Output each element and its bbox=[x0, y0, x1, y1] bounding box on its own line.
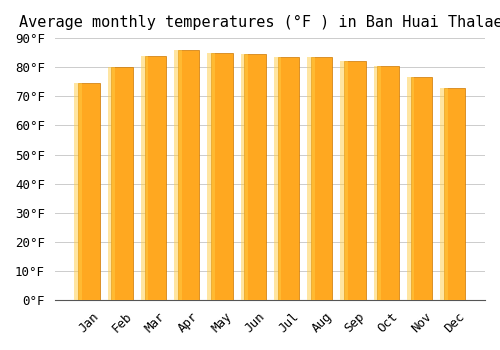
Bar bbox=[274, 57, 281, 300]
Bar bbox=[340, 61, 348, 300]
Bar bbox=[374, 66, 381, 300]
Bar bbox=[144, 56, 166, 300]
Bar bbox=[141, 56, 148, 300]
Bar bbox=[78, 83, 100, 300]
Bar bbox=[311, 57, 332, 300]
Bar bbox=[440, 88, 448, 300]
Bar bbox=[174, 50, 182, 300]
Bar bbox=[344, 61, 366, 300]
Bar bbox=[407, 77, 414, 300]
Bar bbox=[108, 67, 115, 300]
Bar bbox=[410, 77, 432, 300]
Bar bbox=[278, 57, 299, 300]
Bar bbox=[307, 57, 314, 300]
Bar bbox=[244, 54, 266, 300]
Bar bbox=[208, 53, 215, 300]
Bar bbox=[240, 54, 248, 300]
Bar bbox=[112, 67, 133, 300]
Bar bbox=[211, 53, 233, 300]
Bar bbox=[178, 50, 200, 300]
Bar bbox=[444, 88, 466, 300]
Title: Average monthly temperatures (°F ) in Ban Huai Thalaeng: Average monthly temperatures (°F ) in Ba… bbox=[19, 15, 500, 30]
Bar bbox=[74, 83, 82, 300]
Bar bbox=[378, 66, 399, 300]
